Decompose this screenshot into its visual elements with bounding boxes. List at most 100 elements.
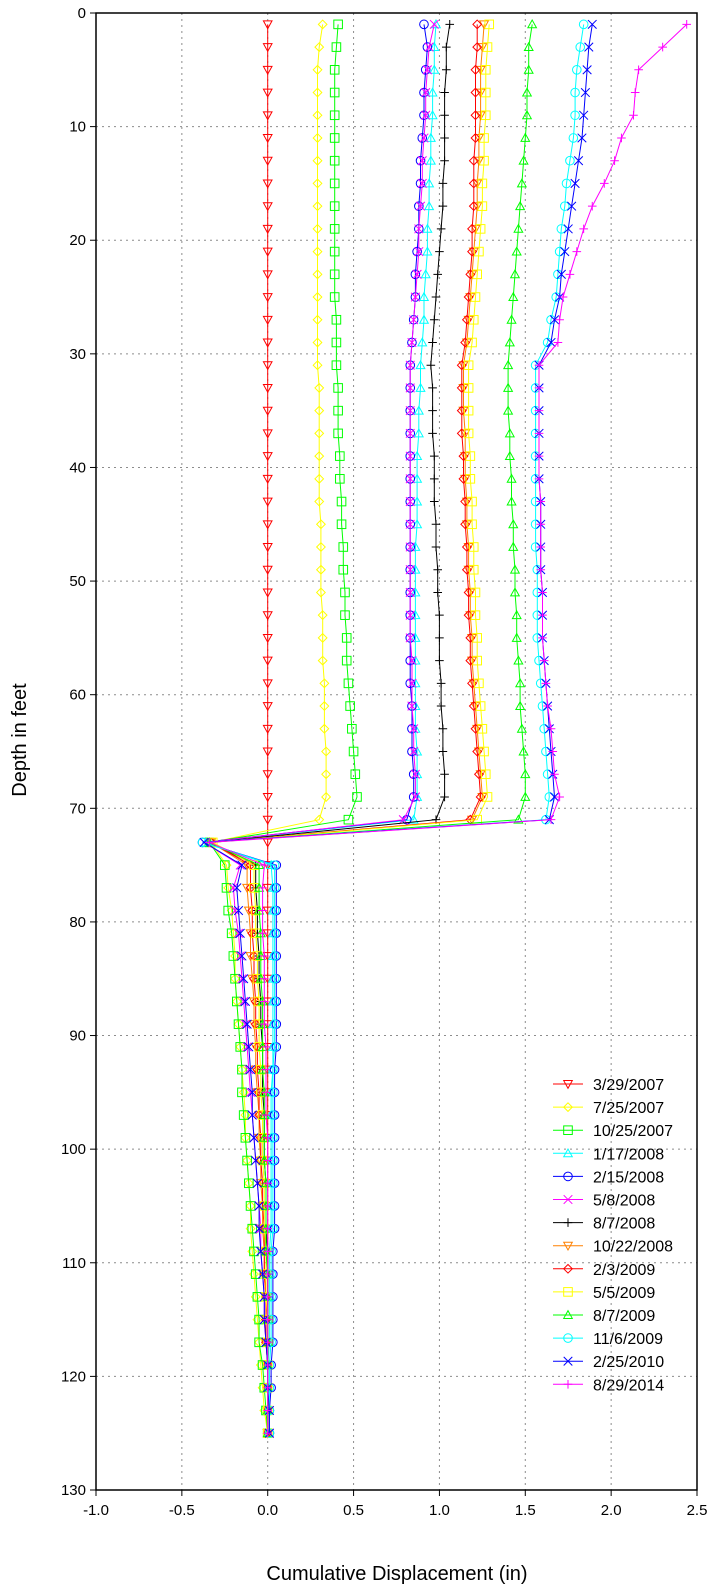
y-axis-title: Depth in feet bbox=[9, 683, 31, 797]
data-point bbox=[682, 20, 691, 29]
data-point bbox=[480, 65, 491, 75]
data-point bbox=[409, 724, 419, 734]
data-point bbox=[262, 65, 273, 76]
data-point bbox=[468, 564, 479, 575]
data-point bbox=[511, 632, 522, 642]
data-point bbox=[523, 41, 534, 52]
data-point bbox=[440, 88, 449, 97]
data-point bbox=[240, 1019, 251, 1029]
data-point bbox=[263, 1224, 273, 1233]
data-point bbox=[417, 133, 428, 143]
data-point bbox=[312, 246, 323, 257]
data-point bbox=[419, 19, 429, 30]
data-point bbox=[477, 723, 488, 734]
data-point bbox=[415, 155, 426, 166]
data-point bbox=[470, 610, 481, 620]
data-point bbox=[261, 1110, 271, 1120]
data-point bbox=[350, 769, 361, 780]
data-point bbox=[262, 815, 273, 825]
data-point bbox=[405, 474, 415, 484]
data-point bbox=[405, 542, 415, 552]
data-point bbox=[419, 133, 429, 143]
data-point bbox=[415, 359, 426, 370]
data-point bbox=[341, 633, 352, 643]
legend-item: 11/6/2009 bbox=[553, 1331, 663, 1348]
data-point bbox=[521, 87, 533, 97]
data-point bbox=[470, 224, 481, 235]
data-point bbox=[262, 111, 273, 121]
data-point bbox=[474, 246, 484, 257]
data-point bbox=[463, 383, 474, 393]
data-point bbox=[433, 588, 443, 597]
data-point bbox=[475, 701, 486, 711]
data-point bbox=[314, 42, 325, 53]
data-point bbox=[262, 338, 273, 348]
data-point bbox=[521, 109, 533, 120]
data-point bbox=[520, 791, 531, 801]
data-point bbox=[472, 633, 483, 643]
data-point bbox=[244, 1178, 254, 1189]
data-point bbox=[315, 564, 326, 575]
data-point bbox=[634, 65, 643, 75]
data-point bbox=[340, 610, 350, 620]
data-point bbox=[407, 337, 417, 348]
data-point bbox=[262, 88, 273, 98]
data-point bbox=[506, 473, 517, 483]
data-point bbox=[513, 655, 524, 665]
data-point bbox=[262, 679, 273, 689]
data-point bbox=[252, 1178, 263, 1188]
legend-label: 8/29/2014 bbox=[593, 1377, 664, 1394]
data-point bbox=[262, 270, 273, 280]
data-point bbox=[262, 134, 273, 144]
data-point bbox=[407, 655, 417, 666]
data-point bbox=[538, 610, 547, 620]
data-point bbox=[472, 179, 483, 189]
data-point bbox=[629, 110, 638, 120]
data-point bbox=[549, 792, 560, 802]
data-point bbox=[329, 110, 340, 121]
data-point bbox=[314, 451, 325, 462]
data-point bbox=[262, 793, 273, 803]
data-point bbox=[413, 428, 424, 438]
data-point bbox=[630, 88, 640, 97]
data-point bbox=[405, 587, 415, 598]
data-point bbox=[424, 42, 434, 52]
data-point bbox=[468, 314, 479, 325]
data-point bbox=[262, 656, 273, 666]
data-point bbox=[405, 610, 415, 620]
data-point bbox=[480, 110, 491, 121]
data-point bbox=[534, 474, 544, 484]
data-point bbox=[421, 87, 431, 98]
data-point bbox=[504, 337, 515, 347]
data-point bbox=[554, 246, 565, 257]
x-tick-label: 0.0 bbox=[257, 1502, 278, 1519]
data-point bbox=[508, 518, 519, 529]
data-point bbox=[436, 679, 446, 688]
data-point bbox=[420, 268, 431, 279]
data-point bbox=[315, 541, 326, 552]
data-point bbox=[410, 292, 421, 302]
legend-marker bbox=[563, 1125, 573, 1136]
data-point bbox=[435, 633, 444, 643]
data-point bbox=[405, 565, 415, 575]
data-point bbox=[479, 133, 489, 143]
data-point bbox=[312, 292, 323, 303]
data-point bbox=[238, 1110, 249, 1120]
data-point bbox=[438, 201, 448, 211]
legend-label: 10/22/2008 bbox=[593, 1239, 673, 1256]
data-point bbox=[263, 1338, 273, 1347]
legend-marker bbox=[563, 1287, 573, 1297]
data-point bbox=[232, 996, 242, 1007]
data-point bbox=[312, 155, 323, 166]
data-point bbox=[544, 792, 555, 802]
data-point bbox=[417, 178, 427, 189]
data-point bbox=[470, 292, 481, 302]
data-point bbox=[423, 200, 435, 211]
data-point bbox=[317, 655, 328, 666]
data-point bbox=[256, 1246, 266, 1257]
data-point bbox=[509, 587, 521, 597]
series-group bbox=[197, 19, 691, 1439]
data-point bbox=[472, 42, 483, 53]
data-point bbox=[343, 678, 354, 689]
data-point bbox=[319, 678, 330, 689]
